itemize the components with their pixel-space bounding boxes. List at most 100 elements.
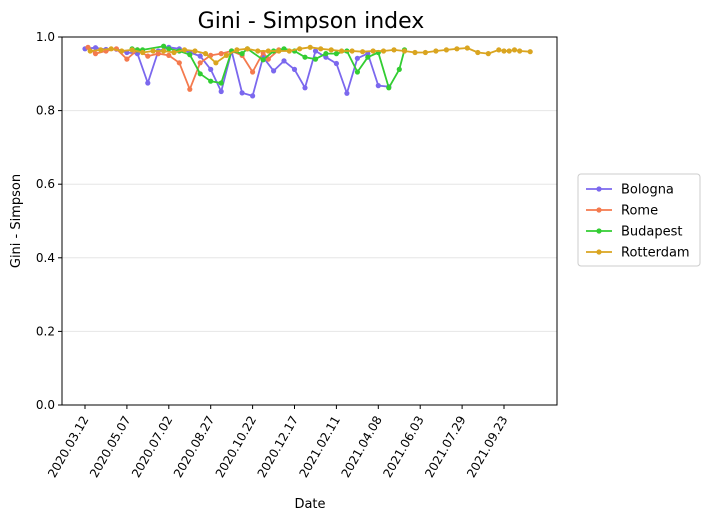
data-point-rotterdam	[475, 49, 481, 56]
data-point-rotterdam	[360, 49, 366, 55]
x-tick-label: 2021.06.03	[380, 414, 426, 481]
y-tick-label: 0.4	[36, 251, 55, 265]
series-line-bologna	[84, 46, 389, 97]
data-point-rotterdam	[307, 44, 313, 50]
data-point-budapest	[312, 56, 319, 62]
data-point-bologna	[239, 90, 245, 96]
x-axis-label: Date	[294, 497, 325, 512]
x-tick-label: 2020.12.17	[255, 414, 301, 481]
chart-title: Gini - Simpson index	[198, 9, 425, 34]
legend-item-rome: Rome	[586, 204, 658, 219]
data-point-rotterdam	[485, 51, 491, 57]
data-point-budapest	[260, 57, 266, 63]
legend: Bologna Rome Budapest Rotterdam	[577, 173, 701, 267]
data-point-rotterdam	[318, 46, 324, 52]
data-point-budapest	[302, 54, 308, 60]
data-point-budapest	[166, 46, 172, 52]
data-point-rotterdam	[297, 46, 303, 52]
x-tick-label: 2020.07.02	[129, 414, 175, 481]
x-tick-label: 2020.08.27	[171, 414, 217, 481]
data-point-budapest	[218, 80, 224, 86]
legend-marker-rotterdam	[596, 249, 602, 255]
data-point-rotterdam	[370, 48, 376, 54]
data-point-rotterdam	[98, 47, 104, 53]
series-rotterdam	[87, 44, 533, 66]
data-point-rome	[145, 53, 151, 59]
data-point-rome	[265, 56, 271, 62]
data-point-rotterdam	[454, 46, 460, 52]
data-point-rotterdam	[339, 48, 345, 54]
legend-label-bologna: Bologna	[621, 183, 674, 198]
legend-label-rome: Rome	[621, 204, 658, 219]
data-point-rotterdam	[150, 48, 156, 54]
data-point-rotterdam	[506, 48, 512, 54]
data-point-bologna	[197, 53, 203, 59]
data-point-rotterdam	[527, 49, 533, 55]
data-point-budapest	[161, 43, 167, 49]
data-point-rome	[92, 51, 99, 57]
data-point-rotterdam	[433, 48, 439, 54]
data-point-rome	[250, 69, 256, 75]
data-point-bologna	[218, 88, 224, 95]
data-point-rotterdam	[412, 49, 418, 56]
data-point-rome	[176, 60, 182, 66]
data-point-rotterdam	[401, 48, 408, 54]
data-point-rome	[155, 51, 161, 57]
data-point-rotterdam	[349, 48, 355, 54]
grid-layer	[62, 36, 557, 406]
data-point-rotterdam	[501, 48, 507, 54]
y-axis: 0.0 0.2 0.4 0.6 0.8 1.0	[36, 30, 62, 412]
data-point-rotterdam	[202, 51, 209, 57]
legend-box	[577, 173, 701, 267]
x-tick-label: 2021.07.29	[422, 414, 468, 481]
data-point-bologna	[281, 58, 287, 64]
data-point-rotterdam	[213, 60, 219, 66]
data-point-rotterdam	[391, 47, 397, 53]
x-tick-label: 2020.05.07	[87, 414, 133, 481]
data-point-rotterdam	[108, 46, 114, 52]
series-layer	[82, 43, 533, 99]
data-point-rotterdam	[286, 48, 292, 54]
data-point-budapest	[396, 66, 402, 72]
data-point-rotterdam	[161, 48, 167, 54]
x-tick-label: 2020.03.12	[45, 414, 91, 481]
x-tick-label: 2021.02.11	[297, 414, 343, 481]
data-point-rotterdam	[443, 47, 449, 53]
y-tick-label: 1.0	[36, 30, 55, 44]
data-point-rotterdam	[119, 48, 125, 54]
data-point-rotterdam	[87, 48, 93, 54]
y-tick-label: 0.0	[36, 398, 55, 412]
data-point-rotterdam	[380, 48, 387, 54]
data-point-rome	[166, 52, 172, 59]
data-point-budapest	[208, 78, 214, 84]
data-point-rome	[187, 86, 193, 92]
data-point-rotterdam	[496, 47, 502, 53]
legend-item-bologna: Bologna	[586, 183, 674, 198]
data-point-budapest	[365, 54, 371, 60]
legend-label-budapest: Budapest	[621, 225, 683, 240]
series-line-rome	[87, 46, 280, 91]
y-tick-label: 0.2	[36, 324, 55, 338]
data-point-budapest	[239, 51, 245, 57]
data-point-rome	[124, 56, 130, 62]
series-line-budapest	[131, 45, 406, 89]
y-tick-label: 0.6	[36, 177, 55, 191]
plot-frame	[61, 36, 558, 406]
data-point-bologna	[312, 48, 319, 54]
data-point-rotterdam	[192, 48, 198, 54]
data-point-rotterdam	[223, 52, 229, 59]
legend-marker-budapest	[596, 228, 602, 234]
data-point-budapest	[197, 71, 203, 77]
data-point-budapest	[386, 85, 392, 91]
data-point-rotterdam	[517, 48, 523, 54]
data-point-bologna	[271, 68, 277, 74]
x-tick-label: 2021.04.08	[338, 414, 384, 481]
data-point-rotterdam	[129, 47, 135, 53]
data-point-rotterdam	[511, 47, 518, 53]
data-point-rome	[218, 51, 224, 57]
x-tick-label: 2021.09.23	[464, 414, 510, 481]
data-point-rotterdam	[328, 47, 334, 53]
data-point-rotterdam	[265, 48, 271, 54]
data-point-bologna	[344, 90, 350, 96]
